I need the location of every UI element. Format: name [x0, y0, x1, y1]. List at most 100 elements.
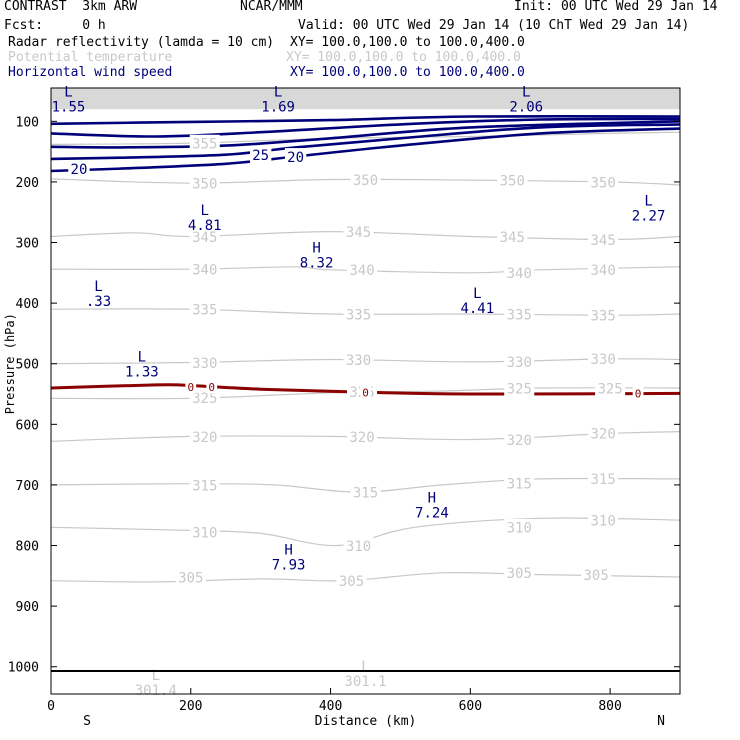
- theta-label-350-3: 350: [590, 175, 615, 191]
- extremum-value-12: 301.1: [344, 674, 386, 690]
- plot-layer: 305 305 305 305 310 310 310 310 315 315 315 315 320 3…: [50, 84, 681, 699]
- theta-label-325-0-bg: [189, 389, 220, 407]
- theta-label-310-2: 310: [507, 521, 532, 537]
- wind-label-20-0-bg: [68, 160, 90, 177]
- x-end-label-north: N: [657, 714, 665, 729]
- theta-label-320-1: 320: [349, 430, 374, 446]
- extremum-value-10: 7.93: [272, 557, 306, 573]
- theta-label-340-3: 340: [590, 263, 615, 279]
- theta-label-335-0-bg: [189, 300, 220, 318]
- theta-label-350-1-bg: [350, 171, 381, 188]
- theta-label-335-1: 335: [346, 307, 371, 323]
- theta-label-305-0-bg: [175, 568, 206, 586]
- y-tick-label-500: 500: [16, 358, 39, 373]
- theta-label-325-3-bg: [595, 379, 626, 397]
- theta-contour-340: [50, 266, 681, 274]
- theta-label-335-3: 335: [590, 309, 615, 325]
- theta-label-305-2: 305: [507, 566, 532, 582]
- theta-label-310-3: 310: [590, 513, 615, 529]
- theta-label-345-0: 345: [192, 230, 217, 246]
- theta-label-310-1: 310: [346, 539, 371, 555]
- wind-contour-25: [50, 123, 681, 161]
- extremum-L-4: L: [644, 193, 652, 209]
- theta-label-345-2: 345: [500, 230, 525, 246]
- reflectivity-band: [51, 88, 680, 110]
- field-xy-wind: XY= 100.0,100.0 to 100.0,400.0: [290, 65, 525, 80]
- theta-label-320-0-bg: [189, 428, 220, 445]
- extremum-value-6: .33: [86, 294, 111, 310]
- theta-label-330-1: 330: [346, 353, 371, 369]
- theta-label-350-0: 350: [192, 176, 217, 192]
- theta-label-330-2: 330: [507, 355, 532, 371]
- extremum-L-1: L: [274, 84, 282, 100]
- theta-label-330-2-bg: [504, 353, 535, 371]
- theta-label-305-3-bg: [581, 566, 612, 584]
- x-end-label-south: S: [83, 714, 91, 729]
- y-tick-label-900: 900: [16, 600, 39, 615]
- extremum-H-10: H: [284, 542, 292, 558]
- theta-label-320-2-bg: [504, 431, 535, 448]
- field-label-wind: Horizontal wind speed: [8, 65, 173, 80]
- theta-label-330-0: 330: [192, 356, 217, 372]
- forecast-hour: Fcst: 0 h: [4, 18, 106, 33]
- y-tick-label-600: 600: [16, 418, 39, 433]
- theta-label-350-2-bg: [497, 171, 528, 189]
- theta-label-325-0: 325: [192, 391, 217, 407]
- theta-label-330-0-bg: [189, 354, 220, 371]
- theta-label-340-3-bg: [588, 261, 619, 279]
- wind-label-25-0: 25: [252, 148, 269, 164]
- extremum-value-4: 2.27: [632, 208, 666, 224]
- theta-label-315-0-bg: [189, 476, 220, 494]
- theta-label-340-0-bg: [189, 260, 220, 278]
- wind-label-20-0: 20: [71, 162, 88, 178]
- zero-label-2-bg: [360, 385, 371, 399]
- zero-label-3-bg: [632, 386, 644, 401]
- extremum-value-9: 7.24: [415, 505, 449, 521]
- theta-label-315-1: 315: [353, 486, 378, 502]
- theta-label-305-0: 305: [178, 570, 203, 586]
- zero-label-2: 0: [362, 386, 369, 399]
- extremum-L-0: L: [64, 84, 72, 100]
- y-tick-label-400: 400: [16, 297, 39, 312]
- extremum-value-7: 4.41: [460, 301, 494, 317]
- theta-label-330-3-bg: [588, 350, 619, 368]
- x-tick-label-0: 0: [47, 699, 55, 714]
- wind-contour-40: [50, 114, 681, 126]
- zero-label-0-bg: [185, 380, 197, 394]
- y-tick-label-300: 300: [16, 237, 39, 252]
- plot-frame: [50, 87, 681, 695]
- valid-time: Valid: 00 UTC Wed 29 Jan 14 (10 ChT Wed …: [298, 18, 690, 33]
- theta-label-345-1: 345: [346, 225, 371, 241]
- theta-label-315-1-bg: [350, 483, 381, 501]
- field-xy-reflectivity: XY= 100.0,100.0 to 100.0,400.0: [290, 35, 525, 50]
- theta-label-305-3: 305: [583, 568, 608, 584]
- extremum-L-3: L: [201, 203, 209, 219]
- theta-label-330-3: 330: [590, 352, 615, 368]
- field-label-theta: Potential temperature: [8, 50, 173, 65]
- theta-label-310-3-bg: [588, 511, 619, 529]
- theta-label-345-3-bg: [588, 231, 619, 248]
- theta-label-320-3: 320: [590, 427, 615, 443]
- theta-label-350-0-bg: [189, 174, 220, 192]
- theta-label-355-0-bg: [189, 134, 220, 152]
- theta-label-325-2: 325: [507, 381, 532, 397]
- center-name: NCAR/MMM: [240, 0, 303, 14]
- zero-label-1-bg: [206, 380, 218, 394]
- theta-label-305-1: 305: [339, 574, 364, 590]
- extremum-value-11: 301.4: [135, 683, 177, 699]
- theta-label-345-2-bg: [497, 228, 528, 245]
- theta-label-355-0: 355: [192, 136, 217, 152]
- theta-label-350-1: 350: [353, 173, 378, 189]
- x-tick-label-200: 200: [179, 699, 202, 714]
- extremum-value-8: 1.33: [125, 365, 159, 381]
- theta-label-320-2: 320: [507, 433, 532, 449]
- extremum-L-2: L: [522, 84, 530, 100]
- theta-label-315-3: 315: [590, 472, 615, 488]
- x-tick-label-600: 600: [459, 699, 482, 714]
- x-tick-label-400: 400: [319, 699, 342, 714]
- extremum-L-12: L: [361, 659, 369, 675]
- extremum-value-5: 8.32: [300, 256, 334, 272]
- extremum-value-2: 2.06: [509, 99, 543, 115]
- theta-label-305-1-bg: [336, 572, 367, 590]
- zero-label-3: 0: [635, 388, 642, 401]
